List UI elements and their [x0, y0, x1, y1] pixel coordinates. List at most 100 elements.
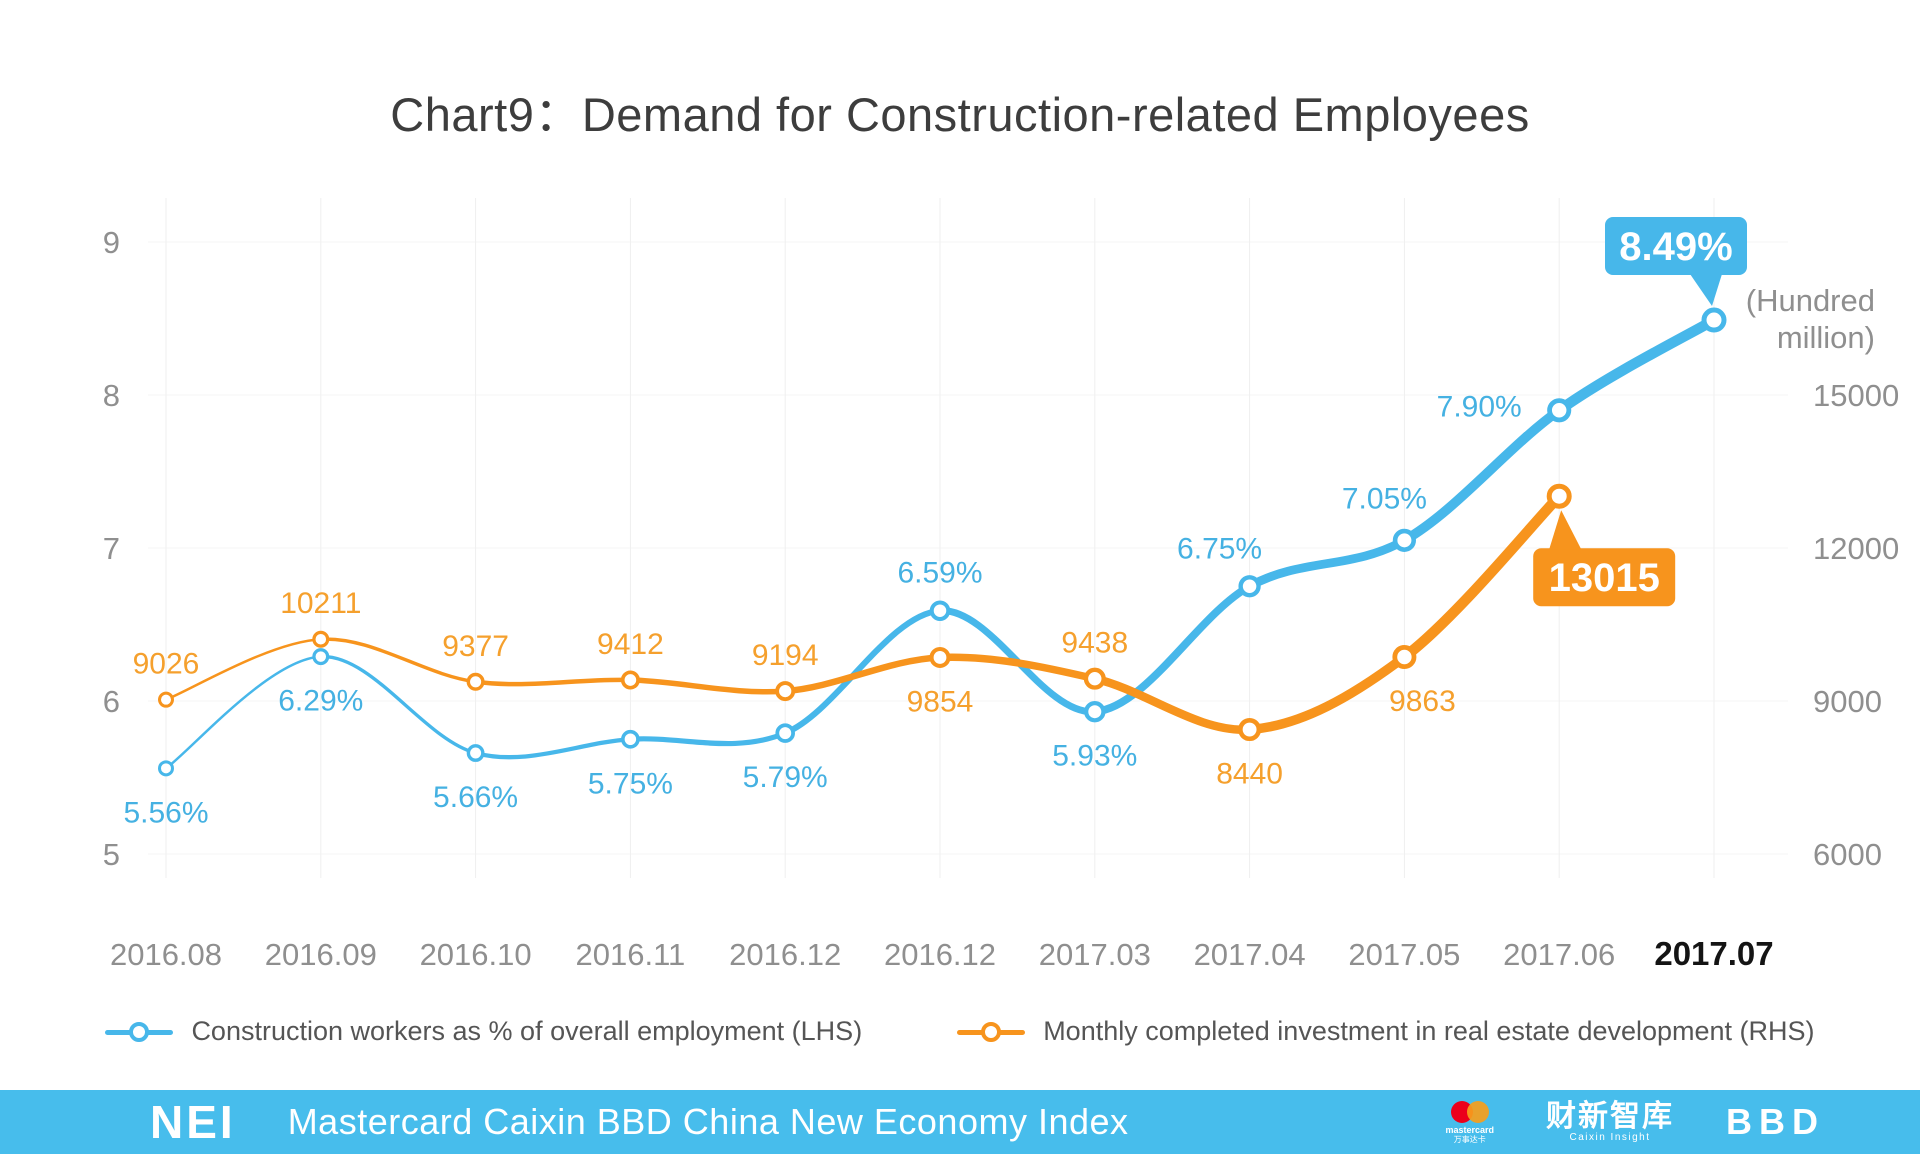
- data-point-rhs: [775, 681, 796, 702]
- data-point-lhs: [1084, 701, 1106, 723]
- x-axis-tick: 2016.12: [729, 937, 841, 972]
- right-axis-unit-label: (Hundred million): [1745, 283, 1875, 355]
- data-label-lhs: 6.29%: [278, 685, 363, 718]
- y-axis-tick-right: 9000: [1813, 684, 1882, 719]
- callout-lhs: [1605, 217, 1747, 307]
- line-marker-icon: [105, 1021, 174, 1043]
- data-point-rhs: [466, 672, 485, 691]
- data-point-lhs: [1238, 575, 1261, 598]
- caixin-sub-label: Caixin Insight: [1569, 1131, 1651, 1143]
- x-axis-tick: 2017.07: [1654, 935, 1773, 972]
- chart-canvas: 9 8 7 6 5 15000 12000 9000 6000 2016.08 2016.09 201…: [103, 198, 1899, 972]
- data-label-rhs: 9194: [752, 639, 819, 672]
- y-axis-tick-left: 8: [103, 378, 120, 413]
- footer-title: Mastercard Caixin BBD China New Economy …: [287, 1101, 1129, 1142]
- data-point-lhs: [158, 760, 174, 777]
- footer-left: NEI Mastercard Caixin BBD China New Econ…: [150, 1099, 1129, 1145]
- series-line-lhs: [1090, 582, 1254, 716]
- data-point-lhs: [1547, 398, 1572, 423]
- data-point-lhs: [1392, 528, 1416, 552]
- data-label-lhs: 5.75%: [588, 767, 673, 800]
- legend-label-lhs: Construction workers as % of overall emp…: [191, 1016, 863, 1046]
- y-axis-tick-right: 15000: [1813, 378, 1899, 413]
- series-line-rhs: [1244, 652, 1410, 735]
- y-axis-tick-left: 6: [103, 684, 120, 719]
- callout-value: 8.49%: [1619, 225, 1732, 269]
- series-line-lhs: [164, 655, 323, 770]
- x-axis-tick: 2016.10: [420, 937, 532, 972]
- data-point-lhs: [621, 729, 640, 749]
- data-label-rhs: 10211: [280, 587, 361, 620]
- series-line-rhs: [164, 637, 323, 701]
- data-point-lhs: [1701, 307, 1727, 333]
- data-label-rhs: 9412: [597, 628, 664, 661]
- mastercard-circles-icon: [1450, 1100, 1489, 1123]
- legend-item-lhs: Construction workers as % of overall emp…: [105, 1016, 862, 1047]
- y-axis-tick-left: 5: [103, 837, 120, 872]
- series-line-rhs: [1090, 674, 1254, 734]
- data-label-rhs: 8440: [1216, 758, 1283, 791]
- mastercard-sub-label: 万事达卡: [1453, 1134, 1486, 1144]
- mastercard-label: mastercard: [1445, 1124, 1494, 1135]
- data-label-lhs: 6.59%: [897, 557, 982, 590]
- data-point-lhs: [466, 744, 485, 762]
- y-axis-tick-right: 12000: [1813, 531, 1899, 566]
- data-label-rhs: 9854: [907, 685, 974, 718]
- data-label-rhs: 9863: [1389, 685, 1456, 718]
- x-axis-tick: 2016.08: [110, 937, 222, 972]
- caixin-logo-text: 财新智库: [1546, 1100, 1674, 1133]
- x-axis-tick: 2017.05: [1348, 937, 1460, 972]
- data-label-rhs: 9026: [133, 648, 200, 681]
- data-label-rhs: 9377: [442, 630, 509, 663]
- footer-right: mastercard 万事达卡 财新智库 Caixin Insight BBD: [1445, 1100, 1825, 1144]
- data-point-rhs: [620, 670, 640, 690]
- series-line-lhs: [1553, 314, 1720, 416]
- legend-label-rhs: Monthly completed investment in real est…: [1043, 1016, 1815, 1046]
- series-line-rhs: [627, 677, 788, 695]
- x-axis-tick: 2016.09: [265, 937, 377, 972]
- series-line-lhs: [782, 607, 944, 737]
- series-line-rhs: [1399, 490, 1565, 663]
- series-line-lhs: [1399, 405, 1565, 546]
- chart-title: Chart9：Demand for Construction-related E…: [390, 88, 1530, 141]
- series-line-rhs: [936, 653, 1099, 683]
- data-label-lhs: 7.05%: [1342, 482, 1427, 515]
- legend-item-rhs: Monthly completed investment in real est…: [957, 1016, 1815, 1047]
- callout-rhs: [1533, 510, 1676, 607]
- series-line-lhs: [473, 737, 633, 760]
- x-axis-tick: 2016.11: [576, 937, 686, 972]
- y-axis-tick-right: 6000: [1813, 837, 1882, 872]
- data-point-lhs: [929, 600, 951, 621]
- series-line-rhs: [781, 654, 944, 695]
- mastercard-logo: mastercard 万事达卡: [1445, 1100, 1494, 1144]
- footer-bar: NEI Mastercard Caixin BBD China New Econ…: [0, 1090, 1920, 1154]
- bbd-logo: BBD: [1726, 1101, 1825, 1142]
- caixin-insight-logo: 财新智库 Caixin Insight: [1546, 1101, 1674, 1143]
- callout-value: 13015: [1549, 556, 1660, 600]
- data-point-rhs: [1238, 718, 1262, 742]
- data-point-rhs: [1083, 667, 1106, 690]
- x-axis-tick: 2017.06: [1503, 937, 1615, 972]
- data-point-rhs: [1546, 483, 1572, 509]
- series-line-lhs: [1245, 535, 1409, 591]
- line-marker-icon: [957, 1021, 1026, 1043]
- data-point-rhs: [158, 691, 174, 708]
- data-label-lhs: 5.56%: [123, 796, 208, 829]
- x-axis-tick: 2017.03: [1039, 937, 1151, 972]
- data-label-rhs: 9438: [1061, 627, 1128, 660]
- series-line-rhs: [319, 637, 478, 684]
- y-axis-tick-left: 7: [103, 531, 120, 566]
- data-point-rhs: [312, 630, 330, 648]
- data-point-lhs: [775, 723, 795, 743]
- data-label-lhs: 6.75%: [1177, 532, 1262, 565]
- series-line-lhs: [627, 730, 788, 747]
- data-label-lhs: 5.93%: [1052, 740, 1137, 773]
- series-line-lhs: [319, 654, 478, 755]
- legend: Construction workers as % of overall emp…: [0, 1016, 1920, 1047]
- data-label-lhs: 5.66%: [433, 781, 518, 814]
- y-axis-tick-left: 9: [103, 225, 120, 260]
- data-point-rhs: [1392, 644, 1417, 669]
- x-axis-tick: 2016.12: [884, 937, 996, 972]
- data-label-lhs: 5.79%: [743, 761, 828, 794]
